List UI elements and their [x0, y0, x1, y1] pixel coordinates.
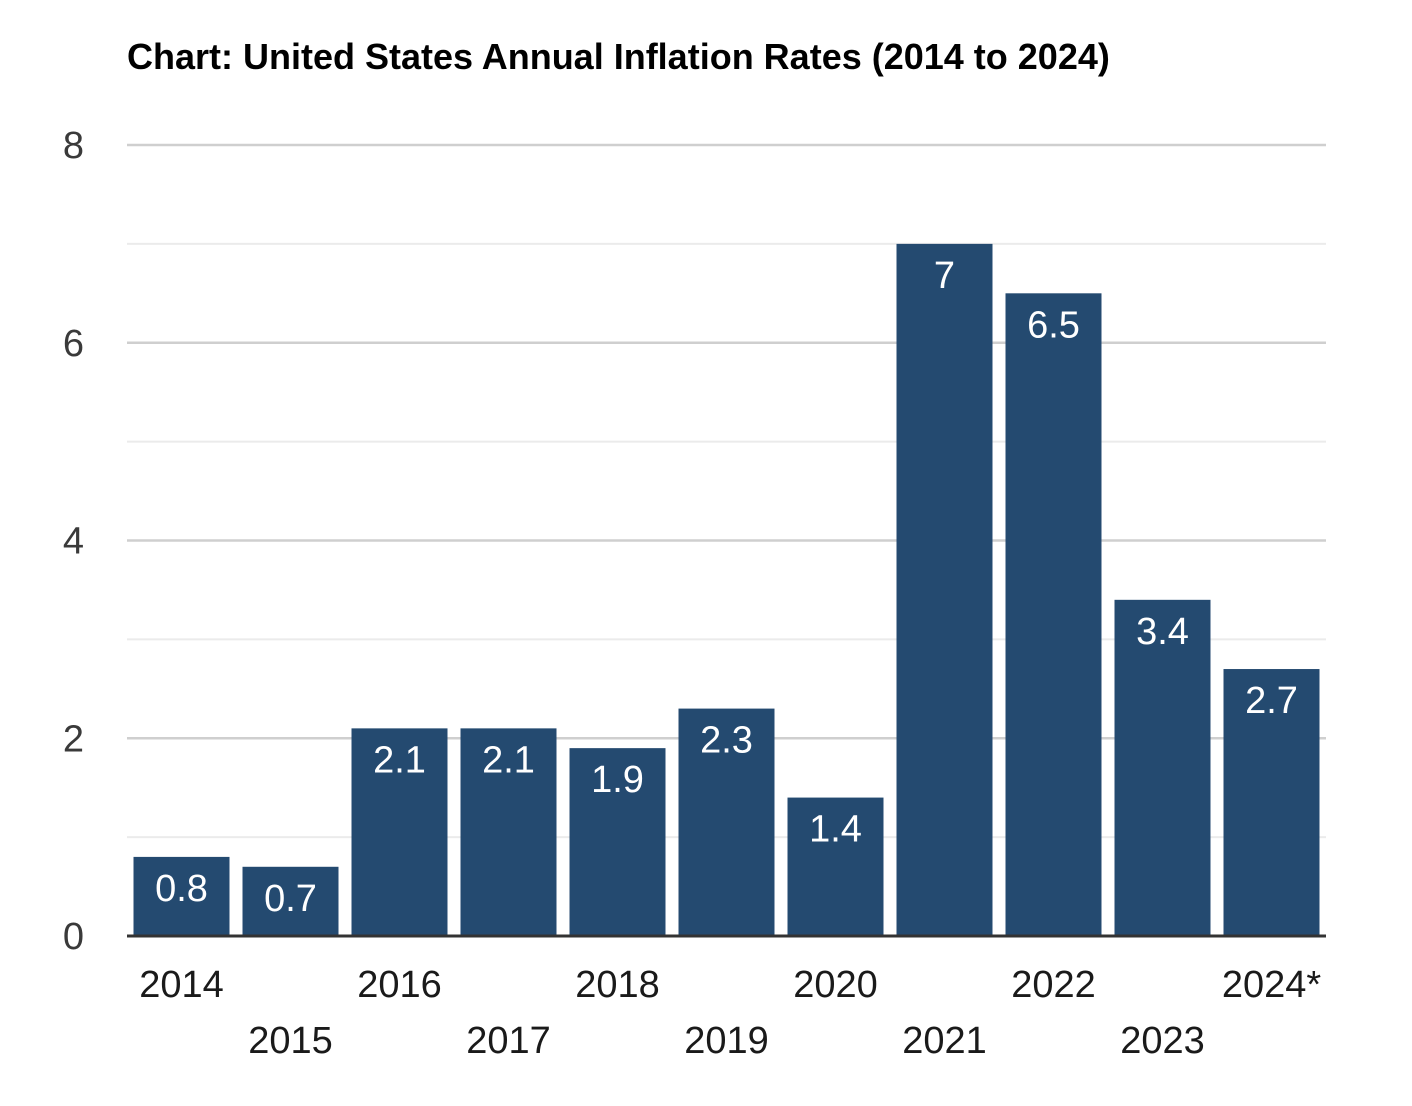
bar — [460, 728, 557, 936]
x-tick-label: 2018 — [575, 964, 660, 1006]
data-label: 1.9 — [591, 759, 644, 801]
bar — [678, 708, 775, 936]
data-label: 7 — [934, 255, 955, 297]
data-labels: 0.8 0.7 2.1 2.1 1.9 2.3 1.4 7 6.5 3.4 2.7 — [155, 255, 1298, 920]
bar — [1223, 669, 1320, 936]
x-tick-label: 2021 — [902, 1020, 987, 1062]
x-axis-labels: 2014 2015 2016 2017 2018 2019 2020 2021 2022 2023… — [139, 964, 1321, 1062]
bar — [1114, 599, 1211, 936]
y-tick-label: 4 — [63, 521, 84, 563]
data-label: 3.4 — [1136, 611, 1189, 653]
data-label: 0.7 — [264, 878, 317, 920]
y-tick-label: 6 — [63, 323, 84, 365]
bar — [896, 243, 993, 936]
data-label: 0.8 — [155, 868, 208, 910]
data-label: 2.1 — [482, 739, 535, 781]
bar — [351, 728, 448, 936]
bar — [569, 748, 666, 936]
x-tick-label: 2015 — [248, 1020, 333, 1062]
y-tick-label: 8 — [63, 125, 84, 167]
x-tick-label: 2020 — [793, 964, 878, 1006]
x-tick-label: 2016 — [357, 964, 442, 1006]
y-axis-ticks: 0 2 4 6 8 — [63, 125, 84, 958]
x-tick-label: 2023 — [1120, 1020, 1205, 1062]
y-tick-label: 0 — [63, 916, 84, 958]
bars — [133, 243, 1320, 936]
data-label: 1.4 — [809, 809, 862, 851]
data-label: 2.3 — [700, 720, 753, 762]
gridlines — [127, 143, 1326, 839]
x-tick-label: 2022 — [1011, 964, 1096, 1006]
x-tick-label: 2019 — [684, 1020, 769, 1062]
bar — [242, 866, 339, 936]
data-label: 2.7 — [1245, 680, 1298, 722]
x-tick-label: 2014 — [139, 964, 224, 1006]
chart-title: Chart: United States Annual Inflation Ra… — [127, 36, 1110, 77]
bar — [1005, 293, 1102, 936]
x-tick-label: 2017 — [466, 1020, 551, 1062]
bar — [133, 856, 230, 936]
y-tick-label: 2 — [63, 718, 84, 760]
x-tick-label: 2024* — [1222, 964, 1322, 1006]
bar — [787, 797, 884, 936]
data-label: 2.1 — [373, 739, 426, 781]
data-label: 6.5 — [1027, 304, 1080, 346]
